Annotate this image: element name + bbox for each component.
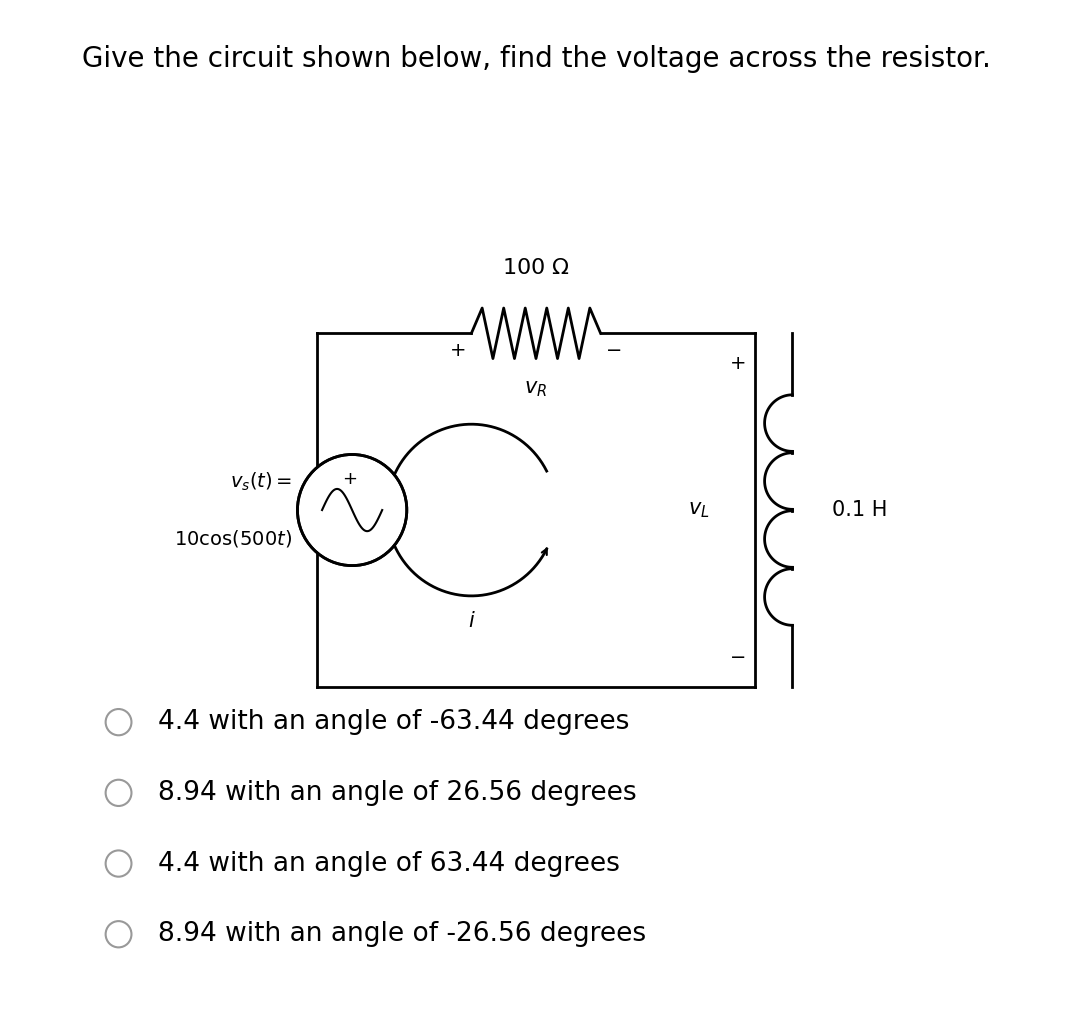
Text: $i$: $i$ xyxy=(467,611,475,631)
Text: Give the circuit shown below, find the voltage across the resistor.: Give the circuit shown below, find the v… xyxy=(81,45,991,74)
Text: 8.94 with an angle of 26.56 degrees: 8.94 with an angle of 26.56 degrees xyxy=(159,780,637,806)
Text: $v_R$: $v_R$ xyxy=(524,379,548,399)
Text: +: + xyxy=(342,471,357,489)
Text: −: − xyxy=(730,647,747,667)
Text: 4.4 with an angle of -63.44 degrees: 4.4 with an angle of -63.44 degrees xyxy=(159,709,629,735)
Text: +: + xyxy=(450,341,466,361)
Text: 8.94 with an angle of -26.56 degrees: 8.94 with an angle of -26.56 degrees xyxy=(159,921,646,947)
Text: −: − xyxy=(606,341,622,361)
Text: +: + xyxy=(730,354,747,373)
Text: 4.4 with an angle of 63.44 degrees: 4.4 with an angle of 63.44 degrees xyxy=(159,850,621,877)
Circle shape xyxy=(297,454,406,566)
Text: $v_s(t) =$: $v_s(t) =$ xyxy=(230,471,293,493)
Text: $100\ \Omega$: $100\ \Omega$ xyxy=(502,258,570,278)
Text: $10\cos(500t)$: $10\cos(500t)$ xyxy=(175,528,293,548)
Text: 0.1 H: 0.1 H xyxy=(832,500,888,520)
Text: $v_L$: $v_L$ xyxy=(688,500,710,520)
